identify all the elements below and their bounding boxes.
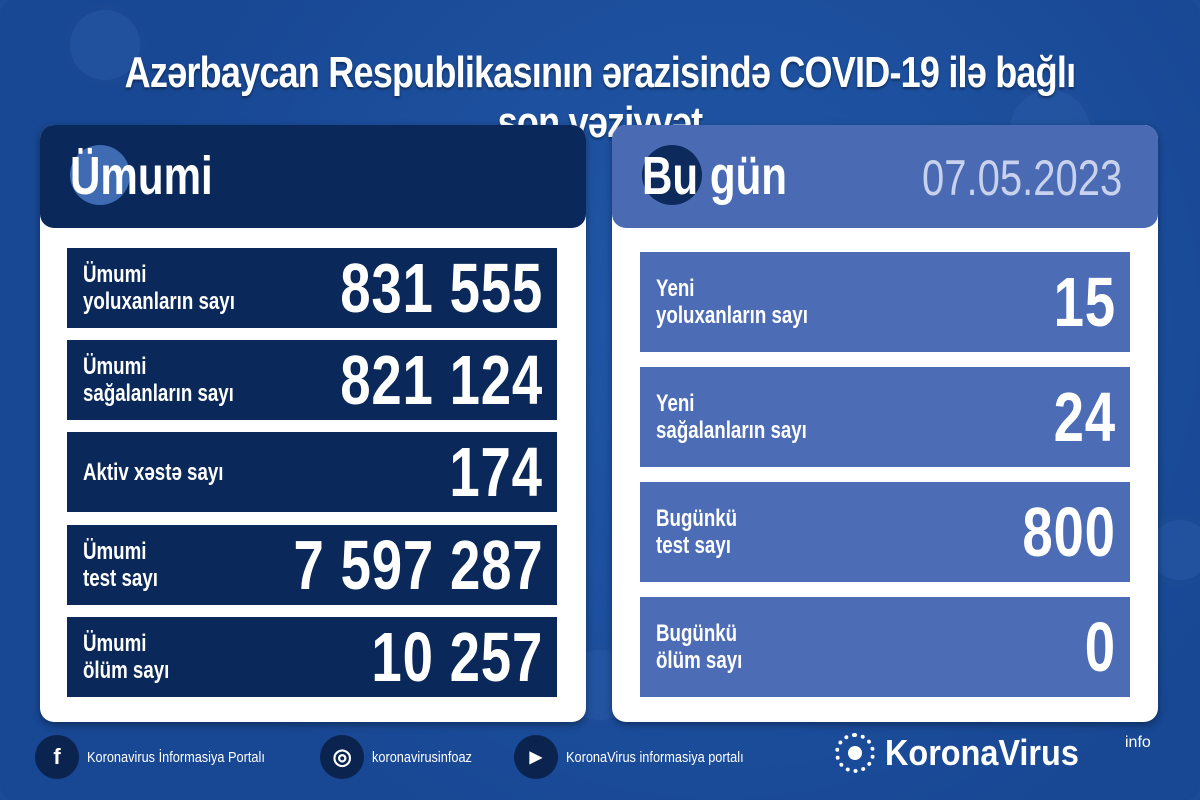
total-header: Ümumi [40, 125, 586, 228]
today-header: Bu gün 07.05.2023 [612, 125, 1158, 228]
stat-row: Ümumi sağalanların sayı 821 124 [67, 340, 557, 420]
stat-value: 800 [1022, 493, 1116, 571]
stat-label: Ümumi yoluxanların sayı [83, 261, 235, 315]
stat-value: 821 124 [340, 341, 543, 419]
stat-row: Ümumi yoluxanların sayı 831 555 [67, 248, 557, 328]
instagram-label: koronavirusinfoaz [372, 748, 473, 766]
stat-row: Yeni sağalanların sayı 24 [640, 367, 1130, 467]
virus-decoration [70, 10, 140, 80]
today-card: Bu gün 07.05.2023 Yeni yoluxanların sayı 1… [612, 125, 1158, 722]
total-card: Ümumi Ümumi yoluxanların sayı 831 555 Ümum… [40, 125, 586, 722]
brand-sup: info [1125, 734, 1151, 751]
stat-label: Ümumi sağalanların sayı [83, 353, 234, 407]
stat-row: Bugünkü test sayı 800 [640, 482, 1130, 582]
page-title: Azərbaycan Respublikasının ərazisində CO… [124, 48, 1076, 147]
stat-row: Bugünkü ölüm sayı 0 [640, 597, 1130, 697]
stat-value: 24 [1053, 378, 1116, 456]
stat-row: Aktiv xəstə sayı 174 [67, 432, 557, 512]
stat-row: Ümumi test sayı 7 597 287 [67, 525, 557, 605]
virus-decoration [1150, 520, 1200, 580]
stat-label: Bugünkü test sayı [656, 505, 738, 559]
stat-value: 7 597 287 [293, 526, 543, 604]
total-heading: Ümumi [70, 146, 213, 206]
stat-row: Ümumi ölüm sayı 10 257 [67, 617, 557, 697]
facebook-icon: f [35, 735, 79, 779]
youtube-icon: ▶ [513, 735, 558, 779]
stat-label: Ümumi ölüm sayı [83, 630, 170, 684]
stat-label: Yeni yoluxanların sayı [656, 275, 808, 329]
virus-icon [642, 145, 702, 205]
virus-icon [70, 145, 130, 205]
youtube-link[interactable]: ▶ KoronaVirus informasiya portalı [513, 735, 755, 779]
stat-value: 10 257 [371, 618, 543, 696]
stat-value: 15 [1053, 263, 1116, 341]
stat-row: Yeni yoluxanların sayı 15 [640, 252, 1130, 352]
stat-label: Yeni sağalanların sayı [656, 390, 807, 444]
stat-value: 831 555 [340, 249, 543, 327]
brand-name: KoronaVirus [885, 732, 1079, 773]
facebook-link[interactable]: f Koronavirus İnformasiya Portalı [35, 735, 276, 779]
date: 07.05.2023 [921, 150, 1122, 206]
stat-value: 0 [1084, 608, 1116, 686]
stat-label: Bugünkü ölüm sayı [656, 620, 743, 674]
youtube-label: KoronaVirus informasiya portalı [565, 748, 744, 766]
koronavirus-logo: KoronaVirus info [835, 732, 1151, 774]
today-heading: Bu gün [642, 146, 788, 206]
footer: f Koronavirus İnformasiya Portalı ◎ korona… [35, 735, 755, 779]
instagram-link[interactable]: ◎ koronavirusinfoaz [320, 735, 473, 779]
facebook-label: Koronavirus İnformasiya Portalı [87, 748, 265, 766]
instagram-icon: ◎ [320, 735, 365, 779]
sun-logo-icon [835, 733, 875, 773]
stat-label: Ümumi test sayı [83, 538, 158, 592]
stat-value: 174 [449, 433, 543, 511]
stat-label: Aktiv xəstə sayı [83, 458, 224, 486]
